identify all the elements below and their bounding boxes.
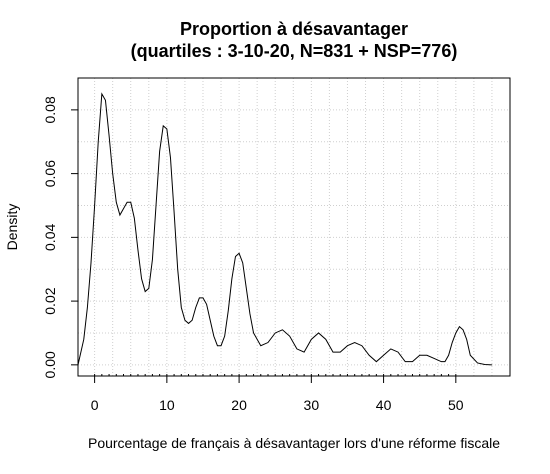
x-axis: 0 10 20 30 40 50 [91, 375, 464, 413]
y-tick-label: 0.00 [42, 351, 58, 378]
y-tick-label: 0.06 [42, 160, 58, 187]
y-axis: 0.00 0.02 0.04 0.06 0.08 [42, 96, 79, 378]
y-tick-label: 0.02 [42, 287, 58, 314]
density-curve [77, 92, 492, 366]
x-tick-label: 40 [376, 397, 392, 413]
x-tick-label: 50 [448, 397, 464, 413]
x-tick-label: 0 [91, 397, 99, 413]
x-tick-label: 30 [304, 397, 320, 413]
x-tick-label: 10 [159, 397, 175, 413]
plot-frame [77, 77, 511, 377]
y-tick-label: 0.04 [42, 224, 58, 251]
y-axis-label: Density [4, 204, 20, 251]
y-tick-label: 0.08 [42, 96, 58, 123]
grid-lines [78, 78, 510, 376]
x-tick-label: 20 [231, 397, 247, 413]
chart-title-line2: (quartiles : 3-10-20, N=831 + NSP=776) [131, 41, 458, 61]
chart-title-line1: Proportion à désavantager [180, 19, 408, 39]
x-axis-label: Pourcentage de français à désavantager l… [88, 435, 500, 451]
